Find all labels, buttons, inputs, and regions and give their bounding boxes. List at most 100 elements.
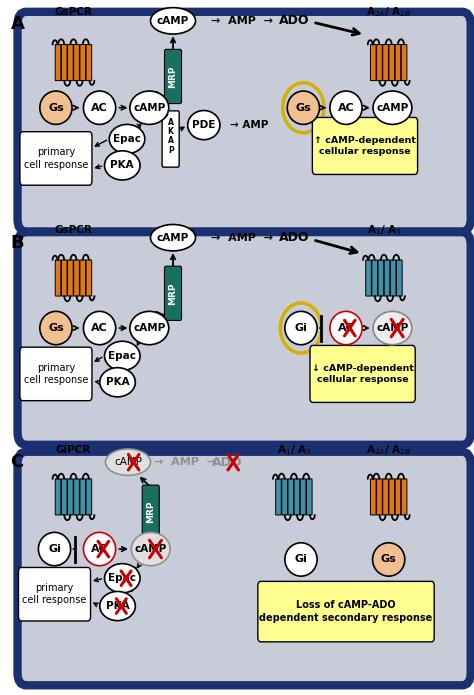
Text: Epac: Epac: [108, 351, 137, 361]
FancyBboxPatch shape: [164, 266, 182, 320]
Text: AC: AC: [91, 544, 108, 554]
Ellipse shape: [151, 224, 195, 251]
Ellipse shape: [104, 341, 140, 370]
Text: AC: AC: [337, 103, 355, 113]
FancyBboxPatch shape: [401, 44, 407, 81]
Text: Gs: Gs: [381, 555, 397, 564]
FancyBboxPatch shape: [301, 479, 306, 515]
Ellipse shape: [40, 311, 72, 345]
Ellipse shape: [151, 8, 195, 34]
Text: C: C: [10, 453, 24, 471]
Text: Loss of cAMP-ADO
dependent secondary response: Loss of cAMP-ADO dependent secondary res…: [259, 600, 433, 623]
Text: →  AMP  →: → AMP →: [211, 233, 273, 243]
FancyBboxPatch shape: [162, 111, 179, 167]
FancyBboxPatch shape: [80, 479, 85, 515]
FancyBboxPatch shape: [310, 345, 415, 402]
Text: MRP: MRP: [169, 282, 177, 304]
FancyBboxPatch shape: [391, 260, 396, 296]
FancyBboxPatch shape: [395, 479, 401, 515]
FancyBboxPatch shape: [282, 479, 287, 515]
Ellipse shape: [130, 311, 169, 345]
Text: cAMP: cAMP: [157, 233, 189, 243]
FancyBboxPatch shape: [74, 260, 79, 296]
FancyBboxPatch shape: [74, 479, 79, 515]
Ellipse shape: [109, 124, 145, 154]
FancyBboxPatch shape: [384, 260, 390, 296]
FancyBboxPatch shape: [294, 479, 300, 515]
Text: primary
cell response: primary cell response: [24, 147, 88, 170]
FancyBboxPatch shape: [312, 117, 418, 174]
FancyBboxPatch shape: [18, 232, 471, 445]
Text: cAMP: cAMP: [157, 16, 189, 26]
Text: cAMP: cAMP: [135, 544, 167, 554]
Text: AC: AC: [337, 323, 355, 333]
Text: primary
cell response: primary cell response: [24, 363, 88, 385]
Ellipse shape: [104, 151, 140, 180]
FancyBboxPatch shape: [86, 260, 91, 296]
Text: Gs: Gs: [295, 103, 311, 113]
Ellipse shape: [104, 564, 140, 593]
FancyBboxPatch shape: [372, 260, 377, 296]
Text: GsPCR: GsPCR: [55, 7, 92, 17]
Ellipse shape: [330, 91, 362, 124]
FancyBboxPatch shape: [397, 260, 402, 296]
Text: MRP: MRP: [146, 501, 155, 523]
Text: Epac: Epac: [108, 573, 137, 583]
FancyBboxPatch shape: [55, 260, 61, 296]
Text: PKA: PKA: [110, 161, 134, 170]
Text: cAMP: cAMP: [114, 457, 142, 467]
FancyBboxPatch shape: [142, 485, 159, 539]
Text: Gs: Gs: [48, 323, 64, 333]
FancyBboxPatch shape: [68, 260, 73, 296]
Ellipse shape: [40, 91, 72, 124]
FancyBboxPatch shape: [20, 348, 92, 400]
Ellipse shape: [105, 449, 151, 475]
FancyBboxPatch shape: [371, 479, 376, 515]
FancyBboxPatch shape: [377, 479, 382, 515]
Text: ↓ cAMP-dependent
cellular response: ↓ cAMP-dependent cellular response: [311, 364, 414, 384]
Ellipse shape: [83, 91, 116, 124]
Text: Gi: Gi: [294, 323, 308, 333]
Ellipse shape: [83, 311, 116, 345]
FancyBboxPatch shape: [18, 567, 91, 621]
FancyBboxPatch shape: [62, 260, 67, 296]
Ellipse shape: [131, 532, 170, 566]
Ellipse shape: [188, 111, 220, 140]
FancyBboxPatch shape: [86, 44, 91, 81]
Text: ↑ cAMP-dependent
cellular response: ↑ cAMP-dependent cellular response: [314, 136, 416, 156]
Text: A
K
A
P: A K A P: [168, 117, 173, 155]
Ellipse shape: [330, 311, 362, 345]
Text: A$_{2A}$/ A$_{2B}$: A$_{2A}$/ A$_{2B}$: [366, 443, 411, 457]
Text: cAMP: cAMP: [133, 323, 165, 333]
Text: PKA: PKA: [106, 601, 129, 611]
FancyBboxPatch shape: [307, 479, 312, 515]
FancyBboxPatch shape: [389, 44, 394, 81]
Ellipse shape: [373, 91, 412, 124]
Ellipse shape: [373, 543, 405, 576]
Text: → AMP: → AMP: [230, 120, 268, 130]
Ellipse shape: [38, 532, 71, 566]
Text: ADO: ADO: [279, 15, 309, 27]
Text: Gi: Gi: [48, 544, 61, 554]
Text: cAMP: cAMP: [133, 103, 165, 113]
Ellipse shape: [373, 311, 412, 345]
FancyBboxPatch shape: [383, 44, 388, 81]
FancyBboxPatch shape: [378, 260, 383, 296]
FancyBboxPatch shape: [383, 479, 388, 515]
Text: A: A: [10, 15, 24, 33]
FancyBboxPatch shape: [258, 581, 434, 642]
FancyBboxPatch shape: [395, 44, 401, 81]
FancyBboxPatch shape: [62, 479, 67, 515]
FancyBboxPatch shape: [80, 260, 85, 296]
Text: B: B: [10, 234, 24, 252]
Text: Epac: Epac: [113, 134, 141, 144]
Ellipse shape: [100, 368, 136, 397]
FancyBboxPatch shape: [371, 44, 376, 81]
Text: A$_1$/ A$_3$: A$_1$/ A$_3$: [276, 443, 311, 457]
Text: GsPCR: GsPCR: [55, 224, 92, 235]
FancyBboxPatch shape: [74, 44, 79, 81]
FancyBboxPatch shape: [55, 479, 61, 515]
Ellipse shape: [287, 91, 319, 124]
Text: ADO: ADO: [279, 231, 309, 244]
Ellipse shape: [285, 543, 317, 576]
